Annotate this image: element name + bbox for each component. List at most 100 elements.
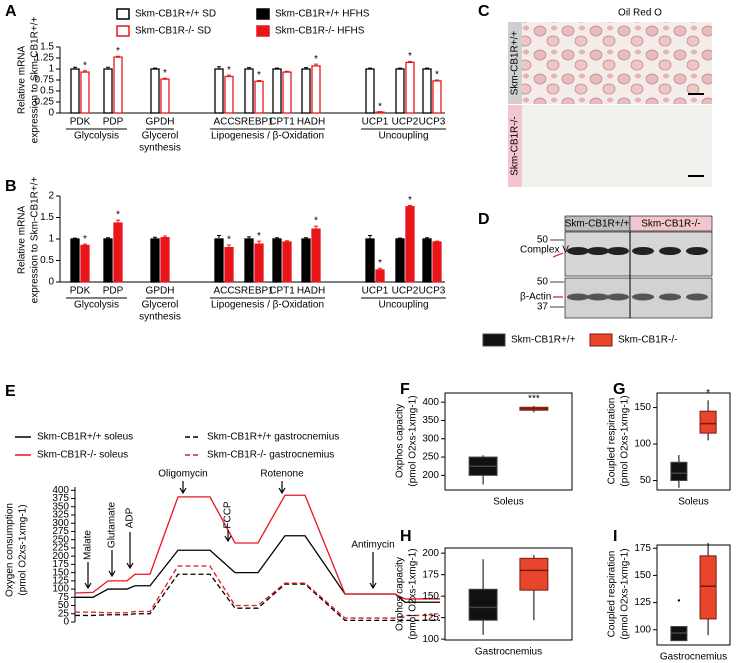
y-tick-label: 125 bbox=[52, 575, 69, 586]
error-bar bbox=[435, 240, 439, 243]
y-axis-label: Coupled respiration bbox=[607, 551, 618, 638]
panel-label: F bbox=[400, 381, 410, 398]
y-tick-label: 0.5 bbox=[40, 86, 54, 97]
bar bbox=[70, 68, 80, 114]
y-axis-label: expression to Skm-CB1R+/+ bbox=[30, 16, 41, 143]
y-tick-label: 300 bbox=[422, 433, 439, 444]
error-bar bbox=[378, 267, 382, 270]
y-axis-label: expression to Skm-CB1R+/+ bbox=[30, 176, 41, 303]
y-tick-label: 150 bbox=[634, 570, 651, 581]
group-label: Lipogenesis / β-Oxidation bbox=[211, 300, 324, 311]
y-tick-label: 375 bbox=[52, 493, 69, 504]
mw-marker: 50 bbox=[537, 235, 549, 246]
panel-label: I bbox=[613, 528, 617, 545]
blot-header bbox=[629, 215, 713, 232]
blot-header-label: Skm-CB1R+/+ bbox=[565, 219, 630, 230]
y-tick-label: 150 bbox=[422, 591, 439, 602]
x-tick-label: HADH bbox=[297, 286, 325, 297]
x-axis-label: Gastrocnemius bbox=[475, 647, 542, 658]
y-tick-label: 100 bbox=[422, 634, 439, 645]
bar bbox=[80, 244, 90, 283]
legend-swatch bbox=[116, 8, 130, 20]
x-tick-label: PDK bbox=[70, 286, 91, 297]
legend-swatch bbox=[116, 25, 130, 37]
y-tick-label: 125 bbox=[422, 612, 439, 623]
y-tick-label: 1.5 bbox=[40, 212, 54, 223]
bar bbox=[214, 68, 224, 114]
injection-label: Antimycin bbox=[351, 540, 394, 551]
genotype-label: Skm-CB1R+/+ bbox=[510, 31, 521, 96]
bar bbox=[375, 269, 385, 283]
bar bbox=[282, 241, 292, 283]
x-tick-label: ACC bbox=[213, 286, 234, 297]
bar bbox=[422, 238, 432, 283]
y-axis-label: (pmol O2xs-1xmg-1) bbox=[408, 548, 419, 639]
y-tick-label: 100 bbox=[634, 624, 651, 635]
injection-arrow bbox=[126, 532, 134, 570]
bar bbox=[272, 68, 282, 114]
y-axis-label: (pmol O2xs-1xmg-1) bbox=[620, 548, 631, 639]
error-bar bbox=[227, 244, 231, 248]
y-tick-label: 200 bbox=[422, 548, 439, 559]
error-bar bbox=[314, 225, 318, 230]
y-tick-label: 325 bbox=[52, 510, 69, 521]
legend-label: Skm-CB1R-/- HFHS bbox=[275, 26, 365, 37]
micrograph bbox=[522, 105, 712, 187]
legend-label: Skm-CB1R-/- bbox=[618, 335, 677, 346]
y-tick-label: 25 bbox=[58, 608, 70, 619]
error-bar bbox=[83, 243, 87, 246]
y-axis-label: (pmol O2xs-1xmg-1) bbox=[18, 504, 29, 595]
y-tick-label: 400 bbox=[422, 397, 439, 408]
significance: * bbox=[116, 210, 120, 221]
y-tick-label: 1.5 bbox=[40, 42, 54, 53]
injection-arrow bbox=[369, 552, 377, 590]
error-bar bbox=[368, 235, 372, 239]
x-tick-label: HADH bbox=[297, 117, 325, 128]
x-tick-label: PDP bbox=[103, 286, 124, 297]
legend-label: Skm-CB1R-/- soleus bbox=[37, 450, 128, 461]
significance: * bbox=[83, 234, 87, 245]
error-bar bbox=[116, 55, 120, 58]
plot-frame bbox=[444, 547, 573, 641]
panel-label: B bbox=[5, 178, 17, 195]
y-tick-label: 200 bbox=[422, 470, 439, 481]
x-tick-label: CPT1 bbox=[269, 117, 295, 128]
group-label: Uncoupling bbox=[378, 131, 428, 142]
bar bbox=[395, 68, 405, 114]
y-axis-label: Relative mRNA bbox=[17, 46, 28, 115]
significance: * bbox=[408, 195, 412, 206]
significance: *** bbox=[528, 393, 540, 404]
significance: * bbox=[435, 70, 439, 81]
bar bbox=[224, 246, 234, 283]
panel-label: A bbox=[5, 3, 17, 20]
legend-swatch bbox=[256, 25, 270, 37]
error-bar bbox=[275, 237, 279, 239]
bar bbox=[70, 238, 80, 283]
group-label: Glycolysis bbox=[74, 300, 119, 311]
y-tick-label: 1.25 bbox=[35, 53, 55, 64]
panel-label: H bbox=[400, 528, 412, 545]
marker-ticks bbox=[550, 239, 564, 308]
group-label: synthesis bbox=[139, 312, 181, 323]
bar bbox=[214, 238, 224, 283]
y-tick-label: 225 bbox=[52, 543, 69, 554]
bar bbox=[103, 238, 113, 283]
y-tick-label: 1 bbox=[48, 64, 54, 75]
bar bbox=[272, 238, 282, 283]
panel-label: E bbox=[5, 383, 16, 400]
y-tick-label: 250 bbox=[52, 534, 69, 545]
micrograph bbox=[522, 22, 712, 104]
significance: * bbox=[83, 60, 87, 71]
error-bar bbox=[73, 237, 77, 239]
bar bbox=[160, 78, 170, 114]
y-tick-label: 150 bbox=[52, 567, 69, 578]
bar bbox=[395, 238, 405, 283]
injection-label: Rotenone bbox=[260, 469, 304, 480]
error-bar bbox=[227, 74, 231, 77]
panel-label: D bbox=[478, 211, 490, 228]
significance: * bbox=[163, 68, 167, 79]
y-tick-label: 1 bbox=[48, 234, 54, 245]
error-bar bbox=[368, 67, 372, 69]
bar bbox=[365, 68, 375, 114]
